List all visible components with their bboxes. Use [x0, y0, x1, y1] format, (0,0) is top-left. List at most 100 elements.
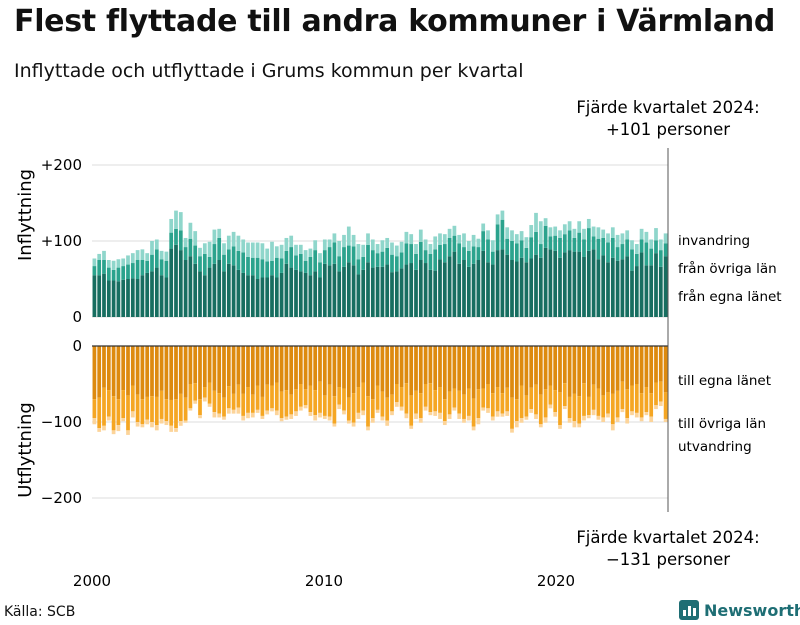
bar-in-fran-egna-lanet-109: [615, 260, 620, 317]
bar-in-invandring-38: [274, 246, 279, 258]
bar-in-invandring-99: [567, 221, 572, 231]
bar-in-fran-egna-lanet-63: [394, 271, 399, 317]
bar-out-till-egna-lanet-84: [495, 346, 500, 388]
bar-out-utvandring-23: [202, 397, 207, 402]
bar-out-till-egna-lanet-109: [615, 346, 620, 391]
bar-out-utvandring-104: [591, 409, 596, 416]
bar-in-invandring-103: [586, 218, 591, 229]
bar-out-utvandring-15: [164, 421, 169, 426]
bar-out-till-ovriga-lan-108: [610, 393, 615, 425]
bar-out-utvandring-65: [404, 413, 409, 419]
bar-in-invandring-51: [337, 241, 342, 257]
bar-in-invandring-55: [356, 244, 361, 260]
bar-in-fran-egna-lanet-42: [294, 269, 298, 317]
bar-in-fran-egna-lanet-0: [92, 275, 97, 317]
bar-in-fran-egna-lanet-118: [658, 266, 663, 317]
bar-out-utvandring-112: [630, 411, 634, 416]
bar-out-till-ovriga-lan-45: [308, 385, 313, 413]
bar-out-till-ovriga-lan-78: [466, 388, 471, 416]
bar-in-fran-ovriga-lan-62: [390, 254, 394, 273]
bar-in-invandring-97: [558, 230, 562, 238]
bar-out-till-egna-lanet-72: [438, 346, 442, 388]
bar-in-fran-egna-lanet-108: [610, 257, 615, 317]
xtick-2000: 2000: [73, 572, 111, 590]
bar-out-till-ovriga-lan-33: [250, 394, 255, 413]
bar-out-till-ovriga-lan-101: [577, 396, 582, 424]
bar-out-till-egna-lanet-38: [274, 346, 279, 383]
bar-in-fran-ovriga-lan-26: [217, 237, 222, 260]
bar-out-till-ovriga-lan-112: [630, 385, 634, 412]
bar-in-fran-ovriga-lan-60: [380, 251, 385, 267]
bar-out-till-ovriga-lan-54: [351, 393, 356, 423]
bar-in-invandring-82: [486, 230, 490, 240]
bar-in-fran-egna-lanet-64: [399, 268, 404, 317]
bar-out-utvandring-39: [279, 418, 284, 422]
bar-out-till-egna-lanet-93: [538, 346, 543, 395]
bar-out-utvandring-85: [500, 413, 505, 417]
bar-out-utvandring-119: [663, 418, 668, 422]
bar-in-fran-ovriga-lan-15: [164, 260, 169, 278]
bar-out-till-ovriga-lan-84: [495, 387, 500, 412]
bar-out-till-egna-lanet-9: [135, 346, 140, 395]
bar-out-till-ovriga-lan-66: [409, 395, 414, 426]
bar-in-fran-egna-lanet-95: [548, 249, 553, 317]
bar-out-till-egna-lanet-40: [284, 346, 289, 391]
ytick-top-200: +200: [41, 156, 82, 174]
bar-out-utvandring-80: [476, 418, 481, 425]
bar-in-invandring-35: [260, 243, 265, 260]
bar-out-till-egna-lanet-34: [255, 346, 260, 386]
bar-out-utvandring-8: [130, 411, 135, 418]
bar-in-invandring-36: [265, 248, 270, 262]
bar-in-invandring-115: [644, 231, 649, 243]
bar-out-till-egna-lanet-30: [236, 346, 241, 385]
bar-in-fran-ovriga-lan-48: [322, 250, 327, 264]
bar-out-till-egna-lanet-13: [154, 346, 159, 397]
bar-in-fran-egna-lanet-113: [634, 266, 639, 317]
bar-in-fran-egna-lanet-114: [639, 252, 644, 317]
bar-in-fran-ovriga-lan-82: [486, 239, 490, 263]
bar-in-fran-ovriga-lan-105: [596, 238, 601, 260]
xtick-2020: 2020: [537, 572, 575, 590]
bar-in-fran-ovriga-lan-75: [452, 235, 457, 252]
brand-logo[interactable]: Newsworthy: [679, 600, 800, 620]
bar-in-fran-egna-lanet-41: [289, 267, 294, 317]
bar-out-till-egna-lanet-7: [126, 346, 130, 396]
bar-in-fran-egna-lanet-26: [217, 260, 222, 317]
bar-out-utvandring-7: [126, 430, 130, 435]
bar-out-till-egna-lanet-76: [457, 346, 462, 391]
bar-out-till-egna-lanet-23: [202, 346, 207, 388]
bar-out-till-ovriga-lan-16: [169, 399, 174, 426]
bar-in-fran-ovriga-lan-63: [394, 256, 399, 272]
bar-in-fran-egna-lanet-45: [308, 275, 313, 317]
bar-in-fran-egna-lanet-60: [380, 266, 385, 317]
bar-in-fran-egna-lanet-115: [644, 265, 649, 317]
bar-out-utvandring-66: [409, 425, 414, 429]
bar-in-fran-egna-lanet-40: [284, 263, 289, 317]
bar-in-fran-ovriga-lan-16: [169, 232, 174, 249]
bar-in-fran-ovriga-lan-91: [529, 237, 534, 259]
bar-out-utvandring-4: [111, 430, 116, 435]
bar-out-till-ovriga-lan-98: [562, 383, 567, 407]
bar-out-till-egna-lanet-11: [145, 346, 150, 397]
bar-out-till-ovriga-lan-83: [490, 393, 495, 417]
bar-in-invandring-91: [529, 225, 534, 238]
bar-out-utvandring-32: [246, 412, 250, 419]
bar-out-till-egna-lanet-0: [92, 346, 97, 400]
bar-in-fran-egna-lanet-46: [313, 271, 318, 317]
bar-in-fran-ovriga-lan-32: [246, 256, 250, 276]
bar-out-till-egna-lanet-29: [231, 346, 236, 394]
bar-out-till-egna-lanet-3: [106, 346, 111, 391]
bar-out-till-ovriga-lan-38: [274, 382, 279, 411]
bar-in-invandring-28: [226, 235, 231, 250]
bar-out-till-ovriga-lan-57: [366, 396, 370, 427]
bar-out-till-egna-lanet-118: [658, 346, 663, 382]
bar-out-till-egna-lanet-33: [250, 346, 255, 395]
bar-out-utvandring-21: [193, 400, 198, 404]
bar-in-invandring-107: [606, 233, 610, 243]
bar-out-till-ovriga-lan-7: [126, 395, 130, 431]
bar-in-invandring-13: [154, 239, 159, 250]
chart-subtitle: Inflyttade och utflyttade i Grums kommun…: [14, 60, 524, 82]
bar-out-till-egna-lanet-63: [394, 346, 399, 384]
bar-out-utvandring-108: [610, 424, 615, 431]
bar-in-fran-egna-lanet-65: [404, 264, 409, 317]
